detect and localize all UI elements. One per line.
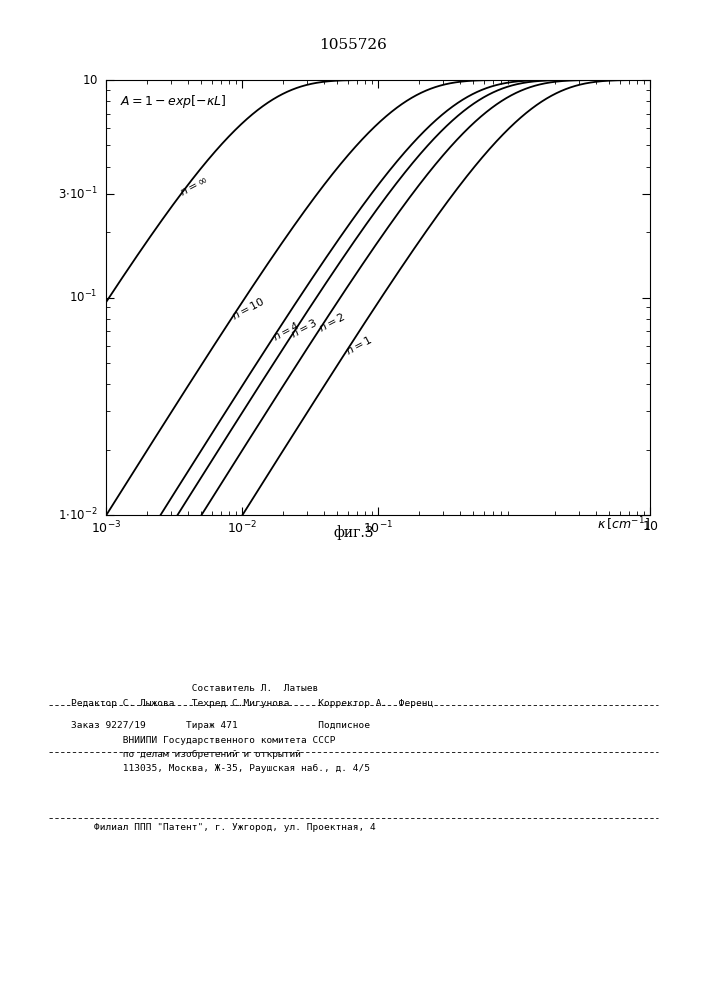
Text: $n=10$: $n=10$ [229, 295, 267, 322]
Text: 1055726: 1055726 [320, 38, 387, 52]
Text: Заказ 9227/19       Тираж 471              Подписное: Заказ 9227/19 Тираж 471 Подписное [71, 721, 370, 730]
Text: $n=2$: $n=2$ [316, 310, 347, 334]
Text: $3{\cdot}10^{-1}$: $3{\cdot}10^{-1}$ [58, 185, 98, 202]
Text: ВНИИПИ Государственного комитета СССР: ВНИИПИ Государственного комитета СССР [71, 736, 335, 745]
Text: $n=\infty$: $n=\infty$ [178, 174, 210, 198]
Text: $n=3$: $n=3$ [288, 316, 320, 340]
Text: $n=4$: $n=4$ [270, 318, 301, 343]
Text: $1{\cdot}10^{-2}$: $1{\cdot}10^{-2}$ [58, 507, 98, 523]
Text: Составитель Л.  Латыев: Составитель Л. Латыев [71, 684, 318, 693]
Text: 113035, Москва, Ж-35, Раушская наб., д. 4/5: 113035, Москва, Ж-35, Раушская наб., д. … [71, 764, 370, 773]
Text: $10$: $10$ [82, 74, 98, 87]
Text: по делам изобретений и открытий: по делам изобретений и открытий [71, 750, 300, 759]
Text: Филиал ППП "Патент", г. Ужгород, ул. Проектная, 4: Филиал ППП "Патент", г. Ужгород, ул. Про… [71, 823, 375, 832]
Text: $\kappa\,[cm^{-1}]$: $\kappa\,[cm^{-1}]$ [597, 515, 650, 533]
Text: $10^{-1}$: $10^{-1}$ [69, 289, 98, 306]
Text: фиг.3: фиг.3 [333, 525, 374, 540]
Text: $n=1$: $n=1$ [343, 332, 374, 357]
Text: Редактор С. Лыжова   Техред С.Мигунова     Корректор А.  Ференц: Редактор С. Лыжова Техред С.Мигунова Кор… [71, 699, 433, 708]
Text: $A = 1-exp[-\kappa L]$: $A = 1-exp[-\kappa L]$ [119, 93, 226, 110]
